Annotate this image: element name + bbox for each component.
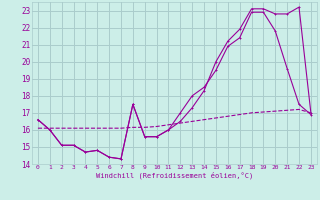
X-axis label: Windchill (Refroidissement éolien,°C): Windchill (Refroidissement éolien,°C) (96, 172, 253, 179)
